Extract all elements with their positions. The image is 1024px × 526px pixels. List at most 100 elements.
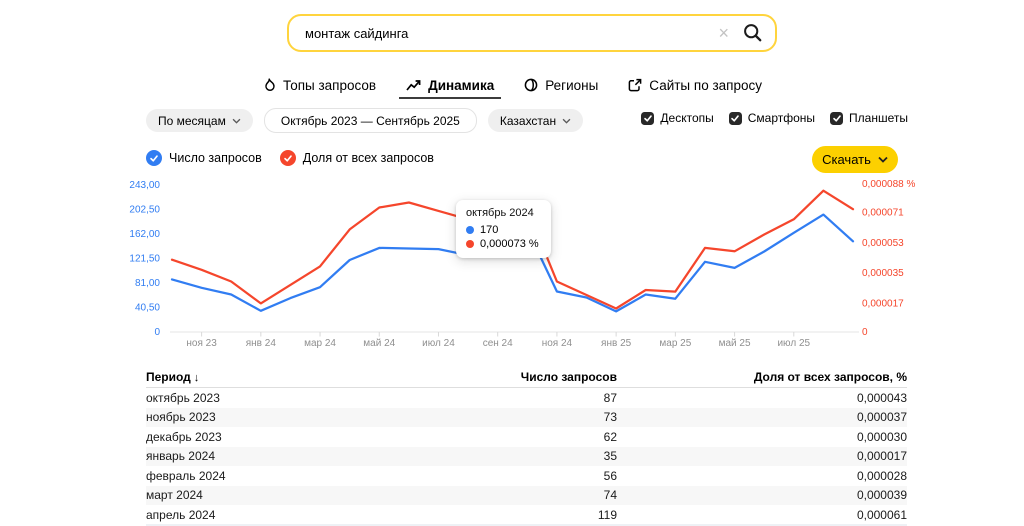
red-dot-icon [466,240,474,248]
tooltip-requests-value: 170 [480,224,499,236]
cell-period: октябрь 2023 [146,390,220,405]
x-axis-label: янв 24 [246,338,277,349]
left-axis-label: 243,00 [129,180,160,191]
x-axis-label: май 25 [719,338,751,349]
cell-period: декабрь 2023 [146,429,222,444]
region-label: Казахстан [499,113,557,128]
cell-share: 0,000030 [856,429,907,444]
tooltip-row-requests: 170 [466,224,539,236]
device-label: Планшеты [849,111,908,125]
clear-icon[interactable]: × [718,23,729,43]
tab-label: Динамика [428,77,495,93]
cell-period: январь 2024 [146,449,215,464]
right-axis-label: 0,000088 % [862,179,915,190]
x-axis-label: мар 24 [304,338,336,349]
flame-icon [262,77,276,93]
left-axis-label: 162,00 [129,229,160,240]
table-row: март 2024 74 0,000039 [146,485,907,505]
table-row: февраль 2024 56 0,000028 [146,466,907,486]
left-axis-label: 40,50 [135,303,160,314]
search-bar: × [287,14,777,52]
tab-label: Сайты по запросу [649,77,762,93]
period-header-label: Период [146,370,191,384]
region-select[interactable]: Казахстан [487,109,584,132]
next-row-partial [146,523,907,526]
search-input[interactable] [303,24,719,42]
x-axis-label: июл 25 [777,338,810,349]
device-checkbox-смартфоны[interactable]: Смартфоны [728,111,816,125]
cell-share: 0,000043 [856,390,907,405]
x-axis-label: май 24 [363,338,395,349]
legend-check-icon [279,150,296,166]
column-header-period[interactable]: Период ↓ [146,370,467,384]
cell-requests: 119 [597,507,617,522]
x-axis-label: янв 25 [601,338,632,349]
blue-dot-icon [466,226,474,234]
table-row: январь 2024 35 0,000017 [146,446,907,466]
cell-period: март 2024 [146,488,203,503]
periods-table: Период ↓ Число запросов Доля от всех запр… [146,367,907,525]
cell-period: февраль 2024 [146,468,226,483]
filters: По месяцам Октябрь 2023 — Сентябрь 2025 … [146,108,584,133]
download-label: Скачать [822,152,871,167]
tab-sites[interactable]: Сайты по запросу [628,78,762,93]
right-axis-label: 0 [862,327,868,338]
column-header-requests[interactable]: Число запросов [520,370,617,384]
chevron-down-icon [878,156,888,163]
cell-requests: 35 [603,449,617,464]
download-button[interactable]: Скачать [812,146,898,173]
cell-share: 0,000028 [856,468,907,483]
tab-tops[interactable]: Топы запросов [262,78,376,93]
column-header-share[interactable]: Доля от всех запросов, % [753,370,907,384]
cell-period: ноябрь 2023 [146,410,216,425]
chevron-down-icon [232,118,241,124]
x-axis-label: ноя 24 [542,338,573,349]
device-label: Смартфоны [747,111,816,125]
x-axis-label: июл 24 [422,338,455,349]
legend-item-red[interactable]: Доля от всех запросов [279,150,434,166]
right-axis-label: 0,000017 [862,298,904,309]
cell-requests: 62 [603,429,617,444]
device-checkbox-десктопы[interactable]: Десктопы [641,111,714,125]
legend-label: Доля от всех запросов [302,151,434,165]
chevron-down-icon [562,118,571,124]
x-axis-label: сен 24 [483,338,513,349]
cell-share: 0,000061 [856,507,907,522]
tooltip-row-share: 0,000073 % [466,238,539,250]
right-axis-label: 0,000035 [862,268,904,279]
date-range-select[interactable]: Октябрь 2023 — Сентябрь 2025 [263,108,477,133]
cell-requests: 74 [603,488,617,503]
dynamics-chart[interactable]: ноя 23 янв 24 мар 24 май 24 июл 24 сен 24 ноя … [0,172,1024,352]
table-row: апрель 2024 119 0,000061 [146,505,907,525]
tab-label: Топы запросов [283,77,377,93]
external-icon [628,78,642,92]
search-icon[interactable] [743,23,763,43]
cell-requests: 56 [603,468,617,483]
grouping-label: По месяцам [158,113,226,128]
table-body: октябрь 2023 87 0,000043 ноябрь 2023 73 0,000… [146,388,907,525]
table-row: декабрь 2023 62 0,000030 [146,427,907,447]
legend-check-icon [146,150,162,166]
tooltip-share-value: 0,000073 % [480,238,539,250]
device-checkbox-планшеты[interactable]: Планшеты [830,111,908,125]
tab-dynamics[interactable]: Динамика [399,77,502,99]
left-axis-label: 81,00 [135,278,160,289]
grouping-select[interactable]: По месяцам [146,109,253,132]
legend-item-blue[interactable]: Число запросов [146,150,262,166]
tab-regions[interactable]: Регионы [524,78,598,93]
table-row: октябрь 2023 87 0,000043 [146,388,907,408]
tooltip-title: октябрь 2024 [466,207,534,219]
tab-label: Регионы [545,77,599,93]
checkbox-checked-icon [830,111,844,125]
globe-icon [524,78,538,92]
chart-tooltip: октябрь 2024 170 0,000073 % [456,200,551,258]
left-axis-label: 202,50 [129,205,160,216]
cell-requests: 87 [603,390,617,405]
sort-desc-icon: ↓ [193,372,200,384]
legend-label: Число запросов [169,151,262,165]
right-axis-label: 0,000071 [862,208,904,219]
table-header: Период ↓ Число запросов Доля от всех запр… [146,367,907,388]
table-row: ноябрь 2023 73 0,000037 [146,407,907,427]
left-axis-label: 0 [154,327,160,338]
